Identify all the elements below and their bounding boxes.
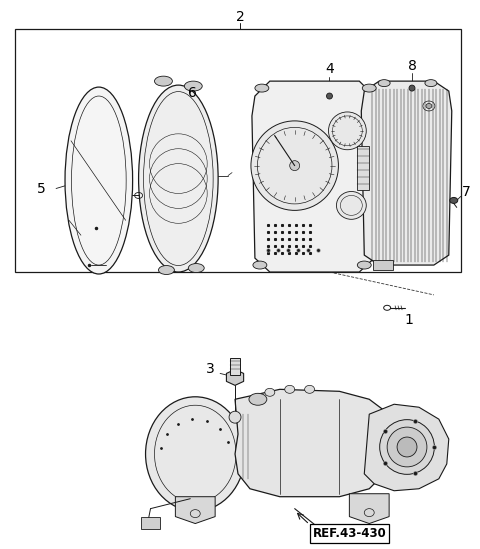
Polygon shape (361, 81, 452, 265)
Ellipse shape (357, 261, 371, 269)
Ellipse shape (251, 121, 338, 210)
Ellipse shape (188, 264, 204, 272)
Text: 7: 7 (462, 186, 471, 199)
Ellipse shape (378, 80, 390, 87)
Ellipse shape (139, 85, 218, 272)
Bar (230, 357, 240, 376)
Ellipse shape (387, 427, 427, 467)
Ellipse shape (285, 385, 295, 393)
Bar (141, 517, 160, 529)
Polygon shape (349, 494, 389, 524)
Ellipse shape (184, 81, 202, 91)
Ellipse shape (426, 104, 432, 109)
Text: 1: 1 (405, 313, 413, 327)
Ellipse shape (255, 84, 269, 92)
Ellipse shape (249, 393, 267, 405)
Ellipse shape (450, 198, 458, 204)
Ellipse shape (328, 112, 366, 150)
Polygon shape (235, 389, 394, 497)
Text: 6: 6 (188, 86, 197, 100)
Text: 5: 5 (37, 182, 46, 195)
Bar (357, 145, 369, 191)
Bar (373, 260, 393, 270)
Polygon shape (252, 81, 377, 272)
Ellipse shape (362, 84, 376, 92)
Ellipse shape (409, 85, 415, 91)
Ellipse shape (155, 76, 172, 86)
Ellipse shape (65, 87, 132, 274)
Ellipse shape (305, 385, 314, 393)
Text: 8: 8 (408, 59, 417, 73)
Polygon shape (227, 369, 244, 385)
Polygon shape (364, 404, 449, 491)
Ellipse shape (397, 437, 417, 457)
Ellipse shape (326, 93, 333, 99)
Ellipse shape (425, 80, 437, 87)
Ellipse shape (158, 266, 174, 274)
Ellipse shape (253, 261, 267, 269)
Ellipse shape (265, 388, 275, 396)
Ellipse shape (145, 397, 245, 511)
Ellipse shape (229, 411, 241, 423)
Ellipse shape (380, 419, 434, 474)
Ellipse shape (336, 192, 366, 219)
Text: 2: 2 (236, 10, 244, 25)
Ellipse shape (290, 161, 300, 171)
Polygon shape (175, 497, 215, 524)
Text: 4: 4 (325, 62, 334, 76)
Bar (15, 30, 461, 272)
Text: 3: 3 (206, 362, 215, 377)
Text: REF.43-430: REF.43-430 (312, 527, 386, 540)
